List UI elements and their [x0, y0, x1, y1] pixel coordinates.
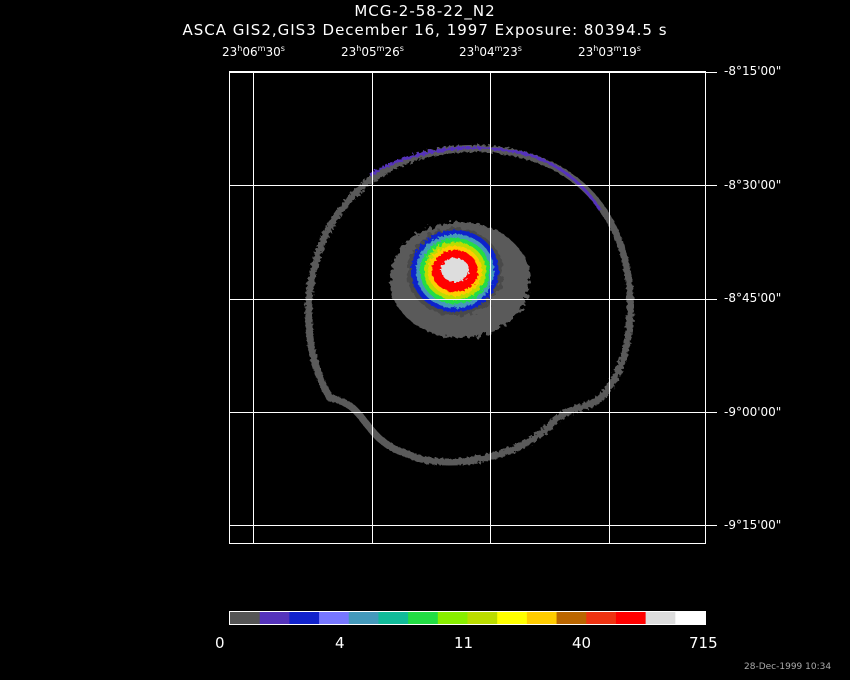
colorbar-cell	[230, 612, 261, 624]
colorbar-cell	[259, 612, 290, 624]
image-subtitle: ASCA GIS2,GIS3 December 16, 1997 Exposur…	[182, 21, 668, 39]
dec-label-1: -8°15'00"	[724, 64, 782, 78]
colorbar-label-11: 11	[454, 634, 474, 652]
colorbar-label-715: 715	[689, 634, 718, 652]
dec-label-5: -9°15'00"	[724, 518, 782, 532]
detector-field	[305, 144, 634, 466]
colorbar-cell	[467, 612, 498, 624]
colorbar-cell	[497, 612, 528, 624]
colorbar-cell	[586, 612, 617, 624]
colorbar-cell	[645, 612, 676, 624]
colorbar-cell	[319, 612, 350, 624]
dec-label-3: -8°45'00"	[724, 291, 782, 305]
coordinate-grid	[229, 71, 717, 544]
colorbar-cell	[289, 612, 320, 624]
colorbar-cell	[437, 612, 468, 624]
detector-ring-edge	[369, 146, 602, 211]
timestamp: 28-Dec-1999 10:34	[744, 662, 832, 672]
colorbar-label-0: 0	[215, 634, 225, 652]
colorbar-cell	[526, 612, 558, 624]
colorbar-cell	[675, 612, 706, 624]
source-peak	[441, 258, 469, 282]
dec-label-2: -8°30'00"	[724, 178, 782, 192]
colorbar-cell	[348, 612, 379, 624]
detector-ring	[305, 144, 634, 466]
ra-label-1: 23h06m30s	[222, 44, 285, 59]
image-title: MCG-2-58-22_N2	[354, 2, 496, 20]
colorbar-frame	[229, 611, 706, 625]
ra-label-2: 23h05m26s	[341, 44, 404, 59]
colorbar-label-4: 4	[335, 634, 345, 652]
colorbar-cell	[378, 612, 409, 624]
colorbar-cell	[556, 612, 587, 624]
dec-label-4: -9°00'00"	[724, 405, 782, 419]
colorbar	[229, 611, 706, 625]
colorbar-cell	[615, 612, 647, 624]
plot-frame	[229, 71, 706, 544]
ra-label-4: 23h03m19s	[578, 44, 641, 59]
colorbar-label-40: 40	[572, 634, 592, 652]
colorbar-cell	[408, 612, 439, 624]
ra-label-3: 23h04m23s	[459, 44, 522, 59]
